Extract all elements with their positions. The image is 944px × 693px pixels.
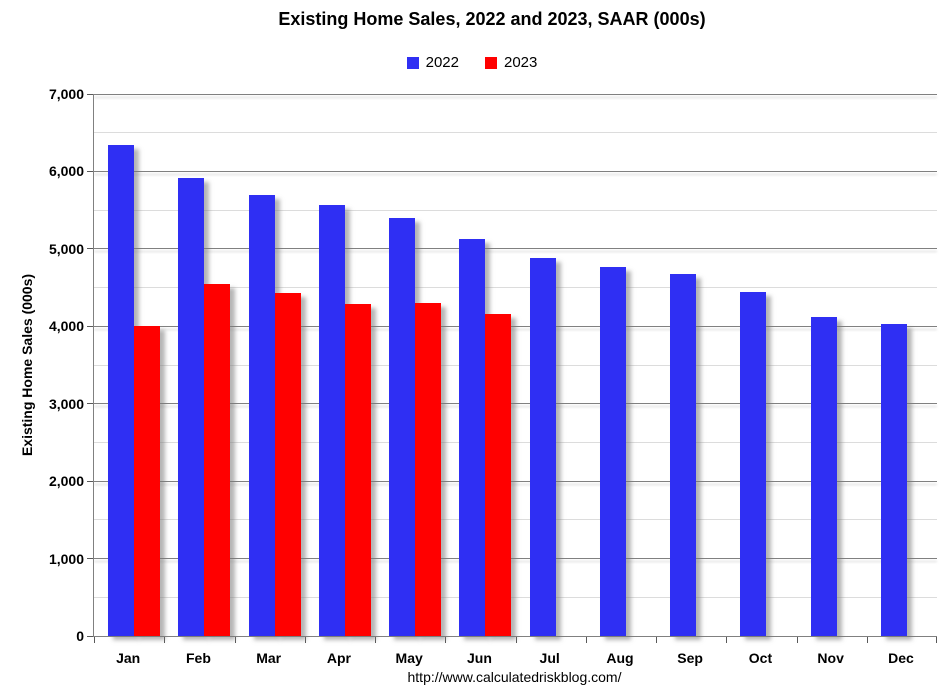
bar-2022-Feb (178, 178, 205, 636)
y-tickmark-6000 (87, 170, 93, 172)
bar-2023-Mar (274, 293, 301, 636)
y-tickmark-5000 (87, 248, 93, 250)
gridline-1000 (94, 558, 937, 560)
x-tickmark-4 (375, 637, 376, 643)
y-tick-label-6000: 6,000 (48, 163, 84, 180)
y-tickmark-7000 (87, 93, 93, 95)
plot-area (87, 93, 937, 643)
footer-url: http://www.calculatedriskblog.com/ (407, 669, 622, 685)
x-axis-label-Jul: Jul (539, 650, 560, 666)
legend-swatch-2023-icon (485, 56, 497, 69)
x-tickmark-12 (936, 637, 937, 643)
y-tick-label-1000: 1,000 (48, 550, 84, 567)
bar-2022-Dec (880, 324, 907, 636)
gridline-2500 (94, 441, 937, 443)
bar-2022-Sep (670, 274, 696, 636)
gridline-3000 (94, 403, 937, 405)
gridline-6000 (94, 170, 937, 172)
x-tickmark-0 (94, 637, 95, 643)
y-tick-label-0: 0 (76, 628, 84, 644)
x-tickmark-2 (234, 637, 236, 643)
bar-2022-Nov (810, 317, 837, 636)
y-tick-label-2000: 2,000 (48, 473, 84, 490)
x-axis-label-May: May (395, 650, 423, 666)
legend: 2022 2023 (0, 54, 944, 71)
x-axis-label-Jan: Jan (116, 650, 141, 666)
gridline-2000 (94, 480, 937, 482)
bar-2022-Aug (599, 267, 626, 636)
bar-2022-Mar (248, 194, 275, 636)
gridline-4500 (94, 287, 937, 289)
gridline-6500 (94, 132, 937, 134)
x-tickmark-5 (445, 637, 447, 643)
x-axis-label-Aug: Aug (606, 650, 634, 666)
legend-swatch-2022-icon (406, 56, 419, 69)
y-tickmark-0 (87, 635, 93, 637)
x-axis-label-Apr: Apr (326, 650, 351, 666)
y-tickmark-3000 (87, 403, 93, 405)
y-tick-label-4000: 4,000 (48, 318, 84, 335)
bar-2022-Oct (740, 292, 767, 636)
x-axis-label-Jun: Jun (467, 650, 492, 666)
x-axis-label-Mar: Mar (256, 650, 282, 666)
bar-2023-Jan (134, 326, 160, 636)
y-tickmark-1000 (87, 558, 93, 560)
gridline-5500 (94, 209, 937, 211)
bar-2022-Jul (529, 258, 556, 636)
legend-item-2023: 2023 (485, 54, 537, 71)
x-axis-label-Sep: Sep (677, 650, 703, 666)
bar-2022-Apr (318, 204, 345, 636)
y-tickmark-4000 (87, 325, 93, 327)
legend-item-2022: 2022 (406, 54, 459, 71)
x-tickmark-7 (585, 637, 587, 643)
y-tickmark-2000 (87, 480, 93, 482)
x-tickmark-1 (164, 637, 166, 643)
y-axis-title: Existing Home Sales (000s) (19, 273, 35, 457)
bar-2023-May (415, 303, 441, 636)
x-tickmark-6 (515, 637, 517, 643)
bar-2023-Apr (344, 303, 371, 636)
gridline-500 (94, 596, 937, 598)
bar-2022-May (389, 217, 415, 636)
gridline-5000 (94, 248, 937, 250)
x-axis-label-Feb: Feb (186, 650, 211, 666)
y-tick-label-7000: 7,000 (48, 86, 84, 102)
x-tickmark-9 (726, 637, 728, 643)
x-tickmark-10 (796, 637, 798, 643)
gridline-4000 (94, 325, 937, 327)
gridline-7000 (94, 93, 937, 95)
bar-2022-Jan (108, 145, 134, 636)
x-tickmark-8 (656, 637, 657, 643)
legend-label-2022: 2022 (425, 54, 459, 71)
gridline-1500 (94, 519, 937, 521)
gridline-3500 (94, 364, 937, 366)
bar-2023-Jun (485, 313, 512, 636)
x-axis-label-Dec: Dec (888, 650, 914, 666)
y-tick-label-5000: 5,000 (48, 240, 84, 257)
chart-title: Existing Home Sales, 2022 and 2023, SAAR… (278, 9, 706, 29)
x-axis-label-Oct: Oct (748, 650, 773, 666)
legend-label-2023: 2023 (504, 54, 538, 71)
x-axis-label-Nov: Nov (817, 650, 844, 666)
x-tickmark-11 (866, 637, 868, 643)
y-tick-label-3000: 3,000 (48, 395, 84, 412)
bar-2023-Feb (204, 283, 231, 636)
x-tickmark-3 (304, 637, 306, 643)
bar-2022-Jun (459, 238, 486, 636)
